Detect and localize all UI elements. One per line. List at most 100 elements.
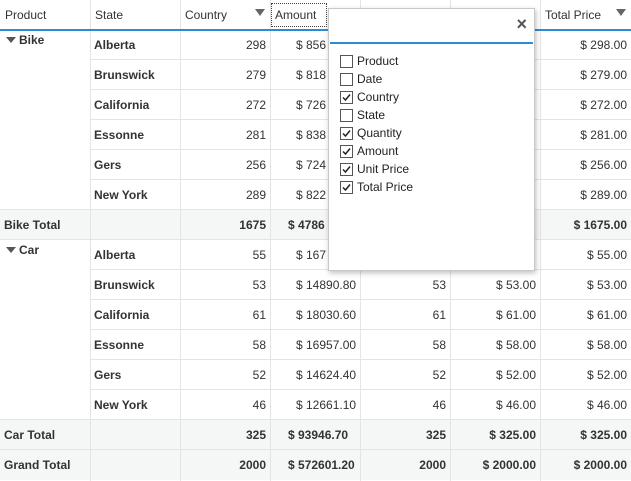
header-underline: [0, 29, 631, 31]
checkbox-label[interactable]: State: [357, 108, 386, 122]
cell: $ 856: [296, 38, 327, 52]
row-line: [90, 299, 631, 300]
state-label: California: [94, 98, 150, 112]
cell: $ 726: [296, 98, 327, 112]
cell: $ 4786: [288, 218, 325, 232]
total-row: [0, 420, 631, 450]
check-mark: [342, 94, 351, 102]
cell: 46: [252, 398, 266, 412]
state-label: Essonne: [94, 338, 145, 352]
cell: $ 53.00: [586, 278, 627, 292]
header-line: [90, 0, 91, 30]
state-label: California: [94, 308, 150, 322]
cell: $ 724: [296, 158, 327, 172]
check-mark: [342, 184, 351, 192]
cell: 325: [245, 428, 266, 442]
checkbox[interactable]: [340, 55, 353, 68]
focus-outline: [271, 3, 327, 27]
state-label: Alberta: [94, 38, 136, 52]
cell: $ 256.00: [580, 158, 627, 172]
cell: $ 52.00: [586, 368, 627, 382]
filter-icon[interactable]: [616, 9, 626, 16]
product-label[interactable]: Bike: [19, 33, 45, 47]
cell: 2000: [239, 458, 266, 472]
row-line: [0, 239, 631, 240]
state-label: Alberta: [94, 248, 136, 262]
cell: 325: [425, 428, 446, 442]
column-header[interactable]: Amount: [275, 8, 317, 22]
column-line: [270, 0, 271, 481]
checkbox[interactable]: [340, 163, 353, 176]
checkbox-label[interactable]: Total Price: [357, 180, 414, 194]
cell: 281: [245, 128, 266, 142]
checkbox-label[interactable]: Unit Price: [357, 162, 410, 176]
total-label: Car Total: [4, 428, 56, 442]
cell: 289: [245, 188, 266, 202]
cell: $ 289.00: [580, 188, 627, 202]
cell: 52: [432, 368, 446, 382]
state-label: Brunswick: [94, 68, 155, 82]
cell: $ 325.00: [489, 428, 536, 442]
checkbox[interactable]: [340, 127, 353, 140]
checkbox-label[interactable]: Country: [357, 90, 400, 104]
cell: $ 58.00: [586, 338, 627, 352]
cell: $ 298.00: [580, 38, 627, 52]
row-line: [0, 449, 631, 450]
cell: $ 272.00: [580, 98, 627, 112]
header-line: [180, 0, 181, 30]
total-label: Grand Total: [4, 458, 71, 472]
cell: 279: [245, 68, 266, 82]
expand-icon[interactable]: [6, 37, 16, 43]
checkbox-label[interactable]: Amount: [357, 144, 399, 158]
cell: $ 1675.00: [573, 218, 627, 232]
check-mark: [342, 148, 351, 156]
cell: $ 61.00: [586, 308, 627, 322]
filter-icon[interactable]: [255, 9, 265, 16]
column-header[interactable]: Country: [185, 8, 228, 22]
cell: $ 838: [296, 128, 327, 142]
column-header[interactable]: Total Price: [545, 8, 602, 22]
cell: 52: [252, 368, 266, 382]
column-header[interactable]: Product: [5, 8, 47, 22]
header-line: [540, 0, 541, 30]
checkbox-label[interactable]: Date: [357, 72, 383, 86]
cell: $ 279.00: [580, 68, 627, 82]
cell: 1675: [239, 218, 266, 232]
cell: $ 55.00: [586, 248, 627, 262]
cell: $ 16957.00: [296, 338, 357, 352]
cell: 256: [245, 158, 266, 172]
checkbox[interactable]: [340, 145, 353, 158]
row-line: [0, 419, 631, 420]
cell: 53: [432, 278, 446, 292]
cell: $ 52.00: [495, 368, 536, 382]
product-label[interactable]: Car: [19, 243, 40, 257]
cell: $ 325.00: [580, 428, 627, 442]
checkbox[interactable]: [340, 109, 353, 122]
state-label: Brunswick: [94, 278, 155, 292]
cell: $ 46.00: [495, 398, 536, 412]
check-mark: [342, 166, 351, 174]
cell: $ 281.00: [580, 128, 627, 142]
header-line: [270, 0, 271, 30]
cell: $ 572601.20: [288, 458, 355, 472]
cell: $ 2000.00: [482, 458, 536, 472]
cell: $ 53.00: [495, 278, 536, 292]
cell: $ 58.00: [495, 338, 536, 352]
checkbox-label[interactable]: Quantity: [357, 126, 402, 140]
checkbox-label[interactable]: Product: [357, 54, 399, 68]
checkbox[interactable]: [340, 181, 353, 194]
cell: $ 167: [296, 248, 327, 262]
state-label: Gers: [94, 158, 122, 172]
column-header[interactable]: State: [95, 8, 124, 22]
expand-icon[interactable]: [6, 247, 16, 253]
checkbox[interactable]: [340, 73, 353, 86]
column-line: [180, 0, 181, 481]
close-button[interactable]: ×: [516, 14, 527, 34]
value-chooser: × Product Date Country State Quantity Amount U…: [328, 8, 535, 271]
cell: 58: [252, 338, 266, 352]
state-label: Gers: [94, 368, 122, 382]
state-label: New York: [94, 188, 148, 202]
checkbox[interactable]: [340, 91, 353, 104]
cell: 2000: [419, 458, 446, 472]
state-label: New York: [94, 398, 148, 412]
